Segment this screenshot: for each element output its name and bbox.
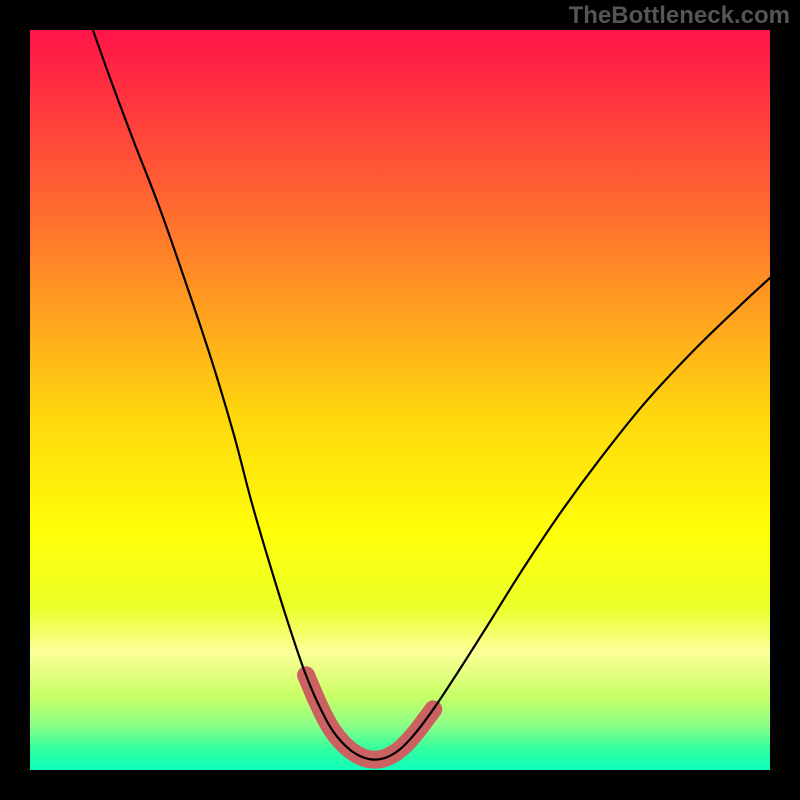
attribution-text: TheBottleneck.com xyxy=(569,2,790,30)
chart-stage: TheBottleneck.com xyxy=(0,0,800,800)
plot-background xyxy=(30,30,770,770)
chart-svg xyxy=(0,0,800,800)
